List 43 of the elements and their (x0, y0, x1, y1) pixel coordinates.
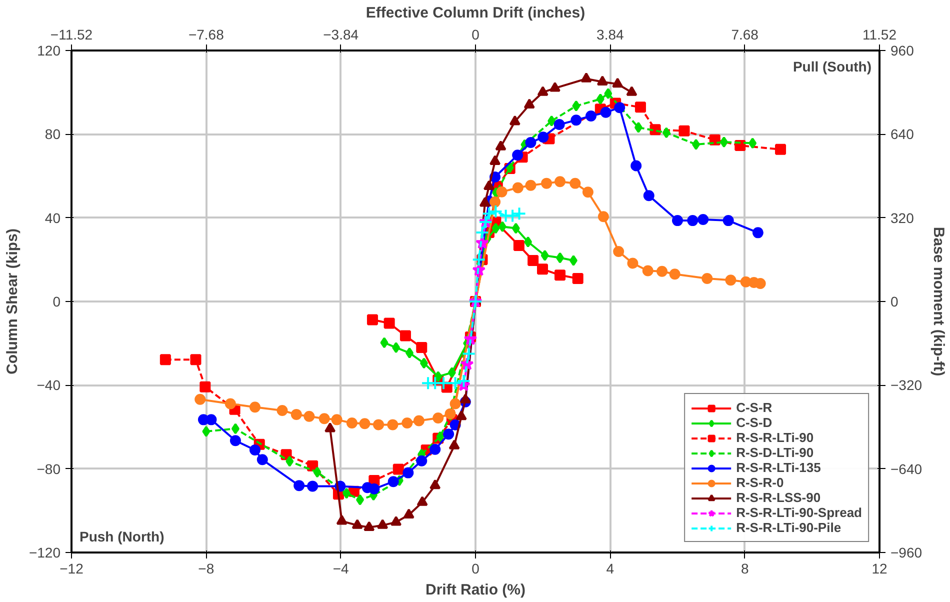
x-tick-label: 12 (872, 560, 888, 576)
y2-tick-label: 640 (890, 126, 914, 142)
legend-label: R-S-R-LTi-90-Spread (736, 505, 862, 520)
x2-tick-label: 7.68 (731, 26, 759, 42)
y2-tick-label: 960 (890, 42, 914, 58)
legend-label: R-S-R-0 (736, 475, 784, 490)
annotation: Push (North) (80, 528, 164, 544)
legend-label: R-S-D-LTi-90 (736, 445, 814, 460)
x-tick-label: 0 (472, 560, 480, 576)
y2-tick-label: 320 (890, 210, 914, 226)
x2-axis-title: Effective Column Drift (inches) (366, 4, 586, 22)
legend-label: R-S-R-LSS-90 (736, 490, 821, 505)
y-tick-label: −80 (36, 460, 61, 477)
legend-label: R-S-R-LTi-90 (736, 430, 814, 445)
x-tick-label: 4 (606, 560, 614, 576)
y-tick-label: −40 (36, 377, 61, 394)
y2-tick-label: 0 (890, 294, 898, 310)
x-axis-title: Drift Ratio (%) (426, 582, 526, 598)
y-tick-label: 120 (37, 42, 61, 58)
x2-tick-label: 11.52 (862, 26, 897, 42)
y-tick-label: 40 (44, 210, 61, 226)
y2-tick-label: −640 (890, 460, 922, 477)
x-tick-label: 8 (740, 560, 749, 576)
y-tick-label: 0 (52, 294, 61, 310)
y-axis-title: Column Shear (kips) (4, 228, 21, 374)
y-tick-label: 80 (44, 126, 61, 142)
legend-label: R-S-R-LTi-90-Pile (736, 520, 842, 535)
y2-axis-title: Base moment (kip-ft) (930, 226, 948, 376)
legend-label: C-S-D (736, 415, 772, 430)
legend-label: C-S-R (736, 400, 772, 415)
x2-tick-label: −7.68 (188, 26, 224, 42)
x-tick-label: −12 (60, 560, 84, 576)
y-tick-label: −120 (28, 544, 61, 560)
legend-label: R-S-R-LTi-135 (736, 460, 821, 475)
y2-tick-label: −320 (890, 377, 922, 394)
x2-tick-label: 3.84 (596, 26, 624, 42)
y2-tick-label: −960 (890, 544, 922, 560)
annotation: Pull (South) (792, 58, 872, 74)
x2-tick-label: −11.52 (50, 26, 93, 42)
x-tick-label: −4 (332, 560, 350, 576)
x2-tick-label: −3.84 (323, 26, 359, 42)
x-tick-label: −8 (198, 560, 214, 576)
x2-tick-label: 0 (472, 26, 480, 42)
